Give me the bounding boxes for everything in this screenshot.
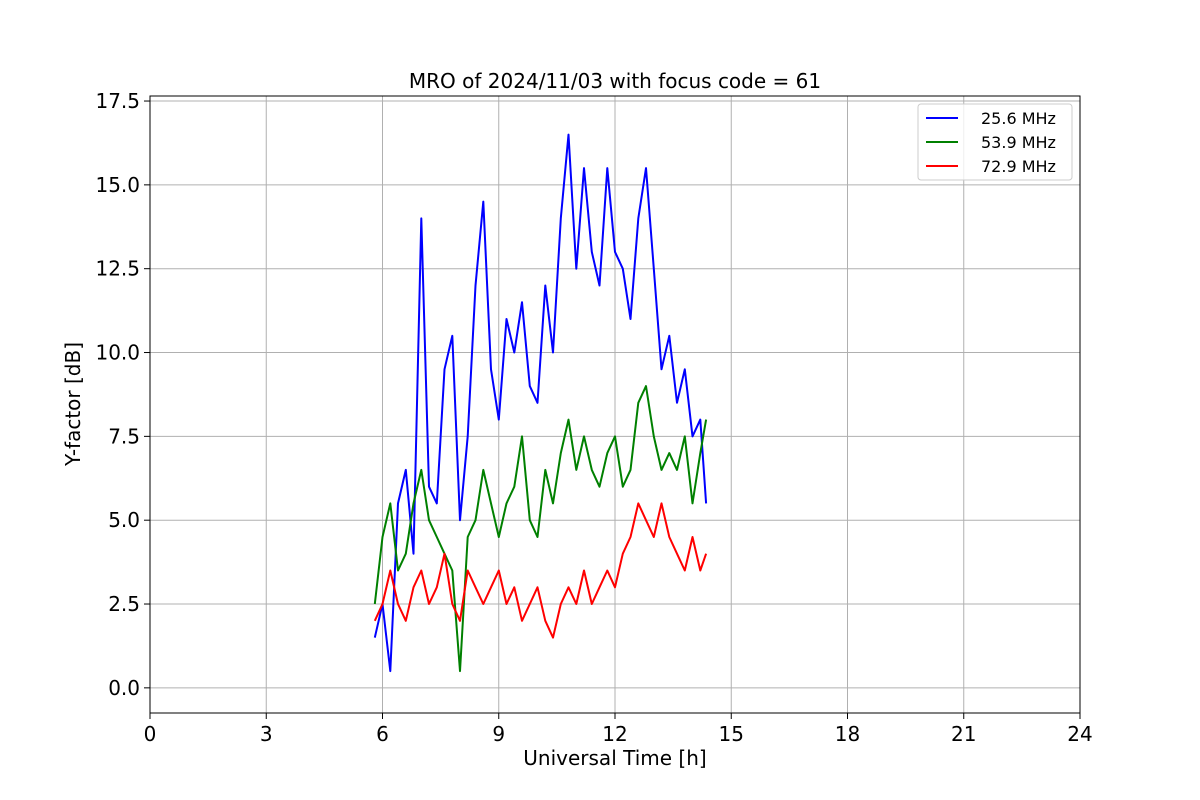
x-tick-label: 3 <box>260 722 273 746</box>
y-tick-label: 0.0 <box>108 676 140 700</box>
y-tick-label: 5.0 <box>108 508 140 532</box>
y-tick-label: 15.0 <box>95 173 140 197</box>
legend-box <box>917 103 1073 181</box>
x-tick-label: 9 <box>492 722 505 746</box>
y-tick-label: 10.0 <box>95 341 140 365</box>
series-line-2 <box>373 385 708 673</box>
x-tick-label: 0 <box>144 722 157 746</box>
x-tick-label: 21 <box>951 722 976 746</box>
series-line-1 <box>373 133 708 673</box>
y-tick-label: 12.5 <box>95 257 140 281</box>
legend-label: 53.9 MHz <box>981 133 1056 152</box>
series-group <box>373 133 708 673</box>
legend-label: 72.9 MHz <box>981 157 1056 176</box>
x-tick-label: 6 <box>376 722 389 746</box>
y-tick-label: 2.5 <box>108 592 140 616</box>
legend: 25.6 MHz 53.9 MHz 72.9 MHz <box>917 103 1073 181</box>
x-axis: 0 3 6 9 12 15 18 21 24 <box>144 713 1093 746</box>
y-axis: 0.0 2.5 5.0 7.5 10.0 12.5 15.0 17.5 <box>95 89 150 700</box>
y-tick-label: 17.5 <box>95 89 140 113</box>
x-axis-label: Universal Time [h] <box>523 746 706 770</box>
y-tick-label: 7.5 <box>108 424 140 448</box>
chart-title: MRO of 2024/11/03 with focus code = 61 <box>409 69 821 93</box>
x-tick-label: 12 <box>602 722 627 746</box>
x-tick-label: 24 <box>1067 722 1092 746</box>
x-tick-label: 15 <box>719 722 744 746</box>
x-tick-label: 18 <box>835 722 860 746</box>
y-axis-label: Y-factor [dB] <box>61 342 85 467</box>
legend-label: 25.6 MHz <box>981 109 1056 128</box>
series-line-3 <box>373 502 708 639</box>
